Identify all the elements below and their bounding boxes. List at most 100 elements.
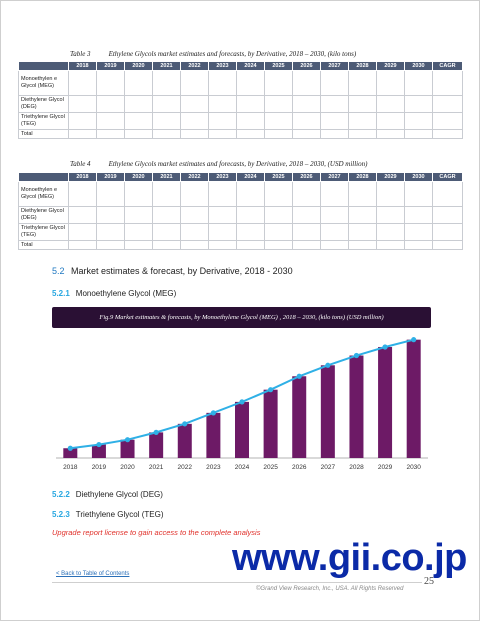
trend-point-2030	[411, 337, 417, 343]
table3-col-header: 2024	[236, 61, 265, 71]
table4-col-header: 2025	[264, 172, 293, 182]
table-row: Total	[18, 240, 463, 250]
table3: 2018 2019 2020 2021 2022 2023 2024 2025 …	[18, 61, 463, 139]
table4-col-header: 2024	[236, 172, 265, 182]
trend-point-2027	[325, 362, 331, 368]
subsection-title: Triethylene Glycol (TEG)	[75, 510, 164, 519]
table4-header-row: 2018 2019 2020 2021 2022 2023 2024 2025 …	[18, 172, 463, 182]
table4-row-label: Monoethylen e Glycol (MEG)	[18, 181, 69, 207]
subsection-number: 5.2.3	[52, 510, 70, 519]
section-title: Market estimates & forecast, by Derivati…	[71, 266, 293, 276]
table-row: Triethylene Glycol (TEG)	[18, 112, 463, 130]
table4-header-blank	[18, 172, 69, 182]
table3-row-label: Triethylene Glycol (TEG)	[18, 112, 69, 130]
table3-col-header: CAGR	[432, 61, 463, 71]
table4-col-header: 2022	[180, 172, 209, 182]
subsection-meg-heading: 5.2.1 Monoethylene Glycol (MEG)	[52, 289, 176, 298]
trend-point-2028	[353, 352, 360, 359]
table-row: Triethylene Glycol (TEG)	[18, 223, 463, 241]
bar-2019	[91, 444, 106, 458]
table3-header-row: 2018 2019 2020 2021 2022 2023 2024 2025 …	[18, 61, 463, 71]
bar-2022	[177, 423, 192, 458]
x-tick-label: 2025	[263, 464, 278, 471]
bar-2030	[406, 339, 421, 458]
table4-row-label: Triethylene Glycol (TEG)	[18, 223, 69, 241]
table4-col-header: 2023	[208, 172, 237, 182]
bar-2029	[378, 346, 393, 458]
bar-2018	[63, 448, 78, 458]
table3-col-header: 2026	[292, 61, 321, 71]
table3-col-header: 2025	[264, 61, 293, 71]
trend-point-2019	[96, 441, 102, 448]
x-tick-label: 2027	[321, 464, 336, 471]
trend-point-2022	[182, 421, 188, 427]
table4-col-header: 2030	[404, 172, 433, 182]
bar-2025	[263, 389, 278, 458]
x-tick-label: 2028	[349, 464, 364, 471]
table4-col-header: 2028	[348, 172, 377, 182]
table3-label: Table 3	[70, 50, 91, 58]
subsection-title: Monoethylene Glycol (MEG)	[75, 289, 177, 298]
table4-col-header: 2027	[320, 172, 349, 182]
table3-col-header: 2030	[404, 61, 433, 71]
table4-col-header: 2018	[68, 172, 97, 182]
table3-col-header: 2029	[376, 61, 405, 71]
table-row: Monoethylen e Glycol (MEG)	[18, 70, 463, 96]
table4-col-header: 2026	[292, 172, 321, 182]
table3-row-label: Total	[18, 129, 69, 139]
table-row: Diethylene Glycol (DEG)	[18, 95, 463, 113]
x-tick-label: 2026	[292, 464, 307, 471]
table4-title: Ethylene Glycols market estimates and fo…	[108, 160, 368, 168]
table3-row-label: Monoethylen e Glycol (MEG)	[18, 70, 69, 96]
table3-col-header: 2022	[180, 61, 209, 71]
x-tick-label: 2019	[92, 464, 107, 471]
bar-2028	[349, 355, 364, 458]
table4: 2018 2019 2020 2021 2022 2023 2024 2025 …	[18, 172, 463, 250]
meg-bar-chart: 2018 2019 2020 2021 2022 2023 2024 2025 2026 2027…	[56, 337, 428, 471]
subsection-teg-heading: 5.2.3 Triethylene Glycol (TEG)	[52, 510, 164, 519]
bar-2020	[120, 439, 135, 458]
table3-col-header: 2021	[152, 61, 181, 71]
subsection-deg-heading: 5.2.2 Diethylene Glycol (DEG)	[52, 490, 163, 499]
x-tick-label: 2030	[406, 464, 421, 471]
table3-header-blank	[18, 61, 69, 71]
bar-2023	[206, 412, 221, 458]
page-number: 25	[424, 576, 434, 587]
trend-point-2023	[210, 410, 216, 416]
table4-col-header: 2020	[124, 172, 153, 182]
x-tick-label: 2022	[178, 464, 193, 471]
table3-col-header: 2019	[96, 61, 125, 71]
table3-col-header: 2020	[124, 61, 153, 71]
trend-point-2024	[239, 399, 245, 405]
table3-caption: Table 3 Ethylene Glycols market estimates…	[70, 50, 450, 58]
table-row: Diethylene Glycol (DEG)	[18, 206, 463, 224]
table4-col-header: CAGR	[432, 172, 463, 182]
x-tick-label: 2029	[378, 464, 393, 471]
table-row: Total	[18, 129, 463, 139]
upgrade-notice: Upgrade report license to gain access to…	[52, 528, 261, 537]
figure-title: Fig.9 Market estimates & forecasts, by M…	[99, 314, 384, 321]
subsection-number: 5.2.2	[52, 490, 70, 499]
x-tick-label: 2023	[206, 464, 221, 471]
bar-2027	[320, 365, 335, 458]
back-to-toc-link[interactable]: < Back to Table of Contents	[56, 571, 130, 577]
x-tick-label: 2024	[235, 464, 250, 471]
figure-title-banner: Fig.9 Market estimates & forecasts, by M…	[52, 307, 431, 328]
trend-point-2029	[382, 344, 388, 350]
table3-col-header: 2028	[348, 61, 377, 71]
table4-col-header: 2029	[376, 172, 405, 182]
watermark-logo: www.gii.co.jp	[232, 537, 467, 579]
bar-2026	[292, 376, 307, 458]
table3-col-header: 2027	[320, 61, 349, 71]
x-tick-label: 2021	[149, 464, 164, 471]
trend-point-2026	[296, 373, 302, 379]
bar-2021	[149, 432, 164, 458]
x-tick-label: 2020	[120, 464, 135, 471]
section-number: 5.2	[52, 266, 65, 276]
table4-caption: Table 4 Ethylene Glycols market estimates…	[70, 160, 450, 168]
table4-row-label: Diethylene Glycol (DEG)	[18, 206, 69, 224]
footer-divider	[52, 582, 422, 583]
table3-col-header: 2018	[68, 61, 97, 71]
trend-point-2025	[268, 387, 274, 393]
table3-row-label: Diethylene Glycol (DEG)	[18, 95, 69, 113]
